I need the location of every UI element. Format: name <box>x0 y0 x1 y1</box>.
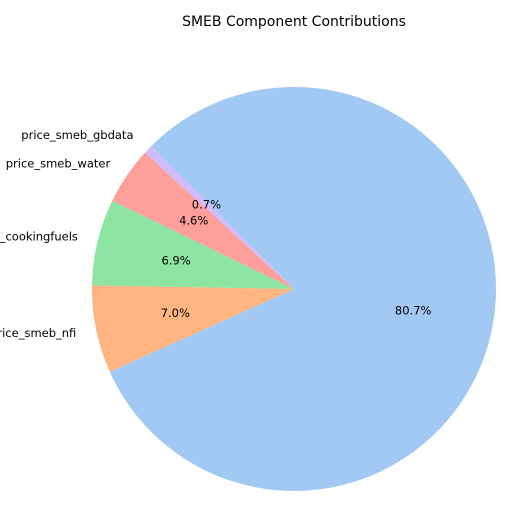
pie-slice-price-smeb-food <box>109 86 496 491</box>
pie-slice-price-smeb-water <box>112 152 294 289</box>
pie-labels: 80.7%price_smeb_food7.0%price_smeb_nfi6.… <box>0 128 432 340</box>
pie-pct-price-smeb-gbdata: 0.7% <box>192 198 221 212</box>
pie-pct-price-smeb-cookingfuels: 6.9% <box>161 253 190 267</box>
pie-pct-price-smeb-water: 4.6% <box>179 213 208 227</box>
pie-slices <box>91 86 496 491</box>
pie-label-price-smeb-gbdata: price_smeb_gbdata <box>21 128 133 142</box>
pie-label-price-smeb-water: price_smeb_water <box>6 157 111 171</box>
pie-label-price-smeb-nfi: price_smeb_nfi <box>0 326 76 340</box>
pie-pct-price-smeb-nfi: 7.0% <box>161 306 190 320</box>
pie-slice-price-smeb-gbdata <box>145 146 294 289</box>
chart-title: SMEB Component Contributions <box>182 14 406 30</box>
pie-slice-price-smeb-nfi <box>91 285 294 372</box>
pie-pct-price-smeb-food: 80.7% <box>395 303 432 317</box>
pie-label-price-smeb-cookingfuels: price_smeb_cookingfuels <box>0 230 78 244</box>
pie-slice-price-smeb-cookingfuels <box>92 200 294 289</box>
